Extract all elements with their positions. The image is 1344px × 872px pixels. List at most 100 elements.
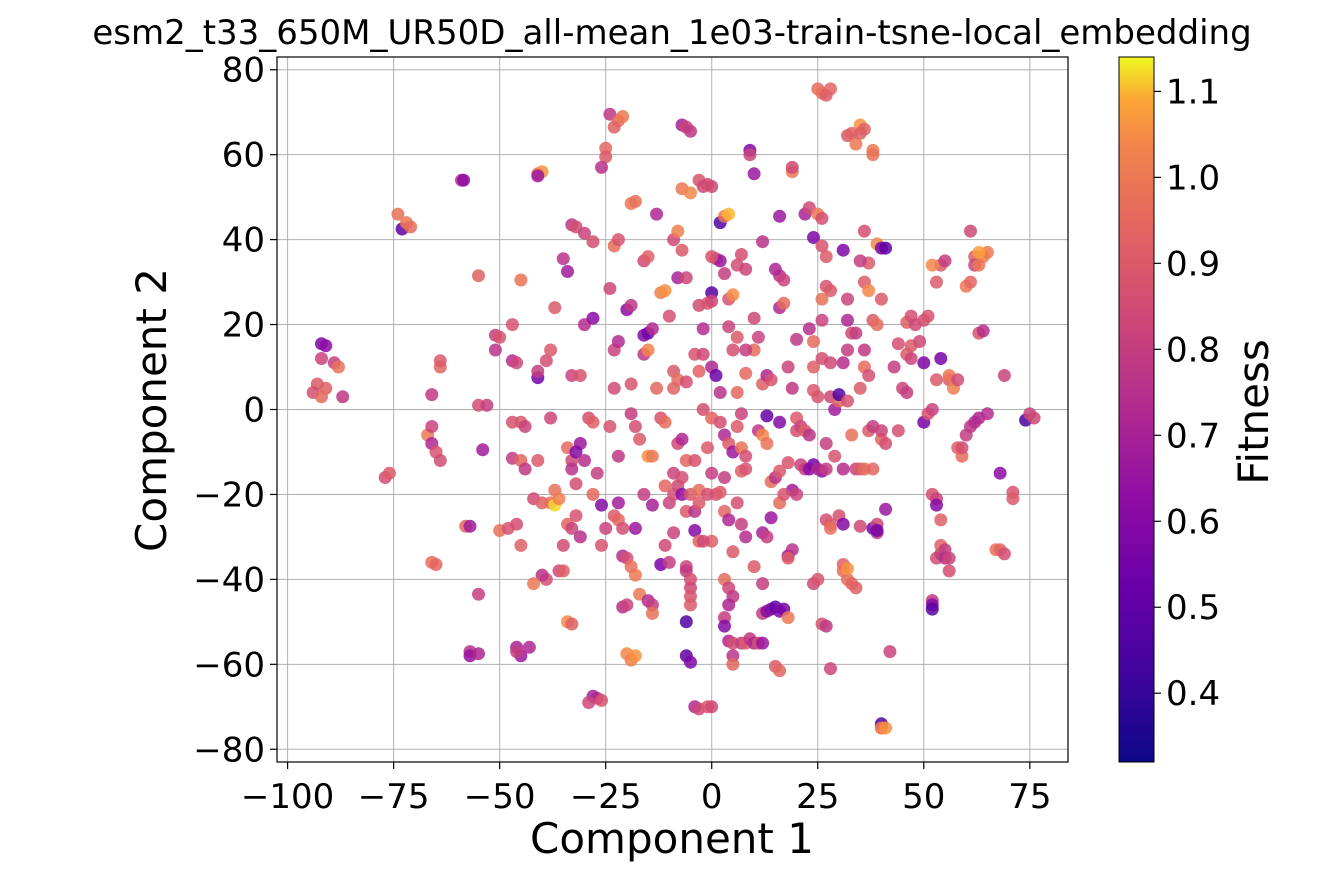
scatter-point <box>853 381 867 395</box>
scatter-point <box>573 530 587 544</box>
scatter-point <box>569 445 583 459</box>
scatter-point <box>722 513 736 527</box>
scatter-point <box>645 322 659 336</box>
x-tick-label: −75 <box>358 777 430 817</box>
scatter-point <box>841 313 854 327</box>
scatter-point <box>722 598 736 612</box>
scatter-point <box>628 568 642 582</box>
scatter-point <box>917 356 931 370</box>
scatter-point <box>578 226 591 240</box>
scatter-point <box>548 301 562 315</box>
scatter-point <box>857 343 871 357</box>
scatter-point <box>811 390 825 404</box>
scatter-point <box>628 521 642 535</box>
scatter-point <box>730 330 744 344</box>
scatter-point <box>684 186 697 200</box>
scatter-point <box>607 381 621 395</box>
scatter-point <box>980 407 994 421</box>
scatter-point <box>743 148 757 162</box>
colorbar-tick-label: 0.4 <box>1166 674 1220 714</box>
scatter-point <box>836 356 850 370</box>
scatter-point <box>633 432 647 446</box>
scatter-point <box>807 360 820 374</box>
scatter-point <box>824 356 837 370</box>
scatter-point <box>841 292 854 306</box>
scatter-point <box>870 318 884 332</box>
scatter-point <box>544 343 558 357</box>
scatter-point <box>807 231 820 244</box>
scatter-point <box>713 485 727 499</box>
scatter-point <box>611 496 625 510</box>
scatter-point <box>862 369 876 382</box>
scatter-point <box>637 487 651 501</box>
scatter-point <box>514 273 528 287</box>
scatter-point <box>679 615 693 629</box>
scatter-point <box>315 352 328 365</box>
y-tick-label: 40 <box>222 221 265 261</box>
y-tick-label: −80 <box>193 730 265 770</box>
scatter-point <box>930 498 943 512</box>
scatter-point <box>726 343 740 357</box>
scatter-point <box>595 498 608 512</box>
scatter-point <box>845 428 859 442</box>
scatter-point <box>692 364 706 378</box>
scatter-point <box>586 487 600 501</box>
scatter-point <box>849 581 863 595</box>
scatter-point <box>582 696 596 709</box>
scatter-point <box>425 420 439 433</box>
scatter-point <box>336 390 350 404</box>
colorbar-ticks: 0.4 0.5 0.6 0.7 0.8 0.9 1.0 1.1 <box>1154 72 1220 714</box>
scatter-point <box>603 282 617 295</box>
scatter-point <box>781 360 795 374</box>
scatter-point <box>641 343 655 357</box>
scatter-point <box>696 403 710 416</box>
scatter-point <box>561 265 574 278</box>
colorbar: 0.4 0.5 0.6 0.7 0.8 0.9 1.0 1.1 Fitness <box>1118 56 1278 763</box>
scatter-point <box>425 388 439 402</box>
scatter-point <box>756 577 770 591</box>
scatter-point <box>853 126 867 140</box>
x-tick-label: 25 <box>796 777 839 817</box>
scatter-point <box>976 324 990 338</box>
x-axis-label: Component 1 <box>530 814 814 863</box>
scatter-point <box>675 243 689 257</box>
scatter-point <box>535 568 549 582</box>
scatter-point <box>790 487 804 501</box>
colorbar-tick-label: 0.8 <box>1166 330 1220 370</box>
scatter-point <box>874 292 888 306</box>
y-axis: −80 −60 −40 −20 0 20 40 60 80 <box>193 51 277 770</box>
scatter-point <box>624 377 638 391</box>
scatter-point <box>824 82 837 96</box>
scatter-point <box>457 173 471 187</box>
colorbar-label: Fitness <box>1229 339 1278 484</box>
scatter-point <box>722 320 736 334</box>
scatter-point <box>773 415 787 429</box>
scatter-point <box>539 354 553 368</box>
scatter-point <box>993 466 1007 480</box>
scatter-point <box>1006 492 1020 506</box>
scatter-point <box>510 517 524 531</box>
scatter-point <box>777 273 791 287</box>
scatter-point <box>688 524 702 537</box>
scatter-point <box>836 517 850 531</box>
scatter-point <box>433 354 447 368</box>
scatter-point <box>595 160 608 174</box>
x-tick-label: 75 <box>1008 777 1051 817</box>
scatter-point <box>552 492 566 506</box>
scatter-point <box>518 420 532 433</box>
scatter-point <box>675 471 689 484</box>
scatter-point <box>718 619 731 633</box>
scatter-point <box>734 407 748 421</box>
scatter-point <box>662 555 676 569</box>
scatter-point <box>819 619 833 633</box>
scatter-point <box>730 496 744 510</box>
scatter-point <box>531 454 545 467</box>
scatter-point <box>641 250 655 264</box>
scatter-point <box>760 530 774 544</box>
scatter-point <box>472 647 485 661</box>
scatter-point <box>997 547 1011 561</box>
scatter-point <box>819 437 833 450</box>
scatter-point <box>925 258 939 272</box>
scatter-point <box>658 415 672 429</box>
scatter-point <box>675 432 689 446</box>
